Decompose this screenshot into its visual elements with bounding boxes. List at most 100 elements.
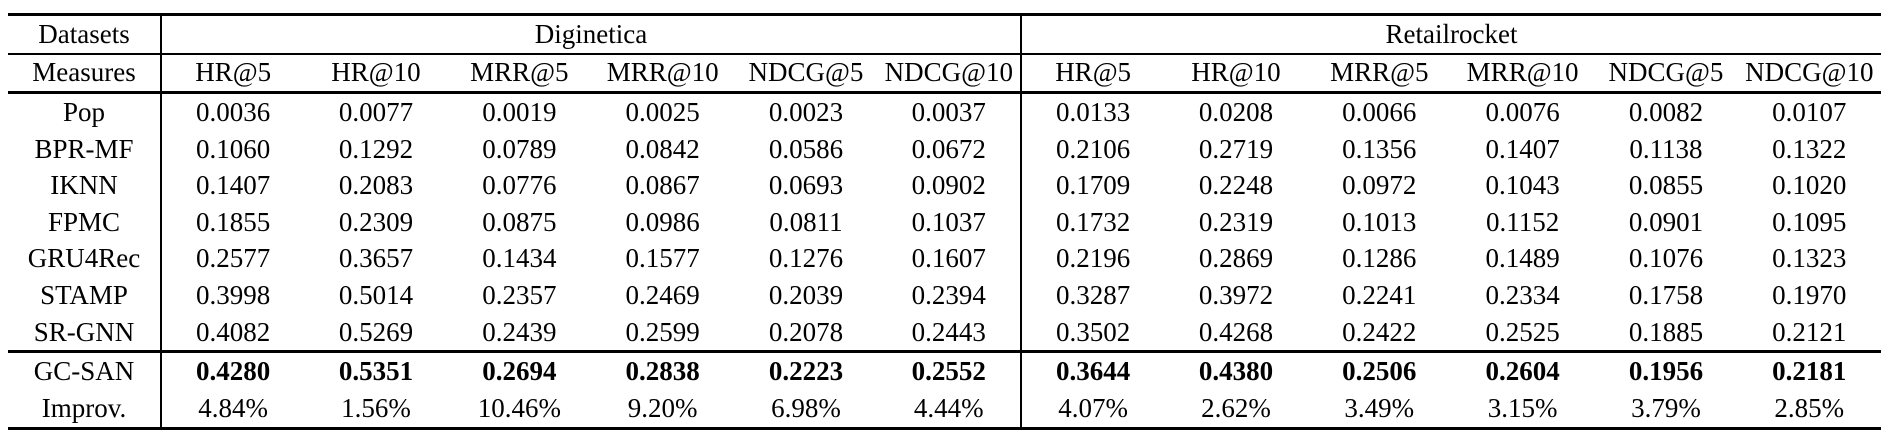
value-cell-bpr-mf-retailrocket-mrr10: 0.1407 <box>1485 133 1560 164</box>
value-cell-pop-diginetica-ndcg5: 0.0023 <box>768 96 844 127</box>
value-cell-sr-gnn-retailrocket-ndcg5: 0.1885 <box>1628 316 1704 347</box>
value-cell-fpmc-retailrocket-mrr5: 0.1013 <box>1342 206 1417 237</box>
value-cell-iknn-diginetica-mrr5: 0.0776 <box>482 170 557 201</box>
value-cell-iknn-retailrocket-mrr10: 0.1043 <box>1485 170 1560 201</box>
table-row-pop: Pop 0.0036 0.0077 0.0019 0.0025 0.0023 0.0037 0… <box>8 92 1881 131</box>
value-cell-iknn-diginetica-mrr10: 0.0867 <box>625 170 700 201</box>
measure-header-diginetica-hr5: HR@5 <box>161 53 305 95</box>
value-cell-stamp-diginetica-ndcg10: 0.2394 <box>911 279 986 310</box>
row-label-gru4rec: GRU4Rec <box>8 240 162 278</box>
row-label-sr-gnn: SR-GNN <box>8 313 162 352</box>
value-cell-improv-diginetica-ndcg5: 6.98% <box>771 392 841 423</box>
value-cell-sr-gnn-retailrocket-mrr10: 0.2525 <box>1485 316 1560 347</box>
value-cell-gru4rec-retailrocket-ndcg10: 0.1323 <box>1772 243 1847 274</box>
value-cell-fpmc-diginetica-hr5: 0.1855 <box>196 206 271 237</box>
value-cell-sr-gnn-retailrocket-hr10: 0.4268 <box>1198 316 1274 347</box>
value-cell-gru4rec-retailrocket-hr5: 0.2196 <box>1019 240 1165 278</box>
measures-corner-label: Measures <box>8 53 162 95</box>
value-cell-sr-gnn-diginetica-ndcg5: 0.2078 <box>768 316 844 347</box>
measure-header-retailrocket-ndcg5: NDCG@5 <box>1594 53 1738 95</box>
value-cell-bpr-mf-diginetica-ndcg5: 0.0586 <box>768 133 844 164</box>
value-cell-pop-retailrocket-ndcg10: 0.0107 <box>1772 96 1847 127</box>
table-row-improv: Improv. 4.84% 1.56% 10.46% 9.20% 6.98% 4.44% 4.… <box>8 389 1881 429</box>
value-cell-iknn-retailrocket-mrr5: 0.0972 <box>1342 170 1417 201</box>
measures-header-row: Measures HR@5 HR@10 MRR@5 MRR@10 NDCG@5 NDCG@… <box>8 53 1881 95</box>
value-cell-stamp-retailrocket-mrr10: 0.2334 <box>1485 279 1560 310</box>
value-cell-bpr-mf-diginetica-hr5: 0.1060 <box>196 133 271 164</box>
value-cell-bpr-mf-diginetica-hr10: 0.1292 <box>338 133 414 164</box>
value-cell-improv-diginetica-hr10: 1.56% <box>341 392 411 423</box>
value-cell-pop-retailrocket-mrr5: 0.0066 <box>1342 96 1417 127</box>
value-cell-stamp-retailrocket-hr10: 0.3972 <box>1198 279 1274 310</box>
value-cell-gc-san-retailrocket-hr10: 0.4380 <box>1164 350 1308 390</box>
value-cell-iknn-diginetica-hr10: 0.2083 <box>338 170 414 201</box>
table-row-sr-gnn: SR-GNN 0.4082 0.5269 0.2439 0.2599 0.2078 0.24… <box>8 313 1881 352</box>
value-cell-gc-san-diginetica-ndcg5: 0.2223 <box>734 350 878 390</box>
value-cell-stamp-diginetica-hr10: 0.5014 <box>338 279 414 310</box>
value-cell-improv-diginetica-ndcg10: 4.44% <box>913 392 984 423</box>
value-cell-gc-san-retailrocket-mrr10: 0.2604 <box>1450 350 1595 390</box>
value-cell-gru4rec-retailrocket-mrr5: 0.1286 <box>1342 243 1417 274</box>
value-cell-pop-retailrocket-ndcg5: 0.0082 <box>1628 96 1704 127</box>
value-cell-iknn-retailrocket-ndcg10: 0.1020 <box>1772 170 1847 201</box>
value-cell-gc-san-diginetica-hr10: 0.5351 <box>304 350 448 390</box>
value-cell-gru4rec-diginetica-mrr5: 0.1434 <box>482 243 557 274</box>
table-row-gc-san: GC-SAN 0.4280 0.5351 0.2694 0.2838 0.2223 0.25… <box>8 350 1881 390</box>
value-cell-bpr-mf-retailrocket-hr10: 0.2719 <box>1198 133 1274 164</box>
value-cell-sr-gnn-retailrocket-ndcg10: 0.2121 <box>1772 316 1847 347</box>
value-cell-improv-retailrocket-ndcg5: 3.79% <box>1631 392 1701 423</box>
value-cell-bpr-mf-diginetica-mrr5: 0.0789 <box>482 133 557 164</box>
value-cell-iknn-retailrocket-hr10: 0.2248 <box>1198 170 1274 201</box>
value-cell-stamp-diginetica-ndcg5: 0.2039 <box>768 279 844 310</box>
value-cell-bpr-mf-diginetica-mrr10: 0.0842 <box>625 133 700 164</box>
datasets-corner-label: Datasets <box>8 14 162 55</box>
value-cell-fpmc-retailrocket-hr5: 0.1732 <box>1019 203 1165 241</box>
value-cell-improv-retailrocket-ndcg10: 2.85% <box>1774 392 1845 423</box>
value-cell-iknn-diginetica-hr5: 0.1407 <box>196 170 271 201</box>
row-label-stamp: STAMP <box>8 277 162 314</box>
value-cell-fpmc-retailrocket-ndcg5: 0.0901 <box>1628 206 1704 237</box>
group-header-diginetica: Diginetica <box>161 14 1021 55</box>
value-cell-gc-san-diginetica-hr5: 0.4280 <box>161 350 305 390</box>
value-cell-pop-diginetica-mrr5: 0.0019 <box>482 96 557 127</box>
value-cell-improv-retailrocket-hr5: 4.07% <box>1019 389 1165 429</box>
value-cell-iknn-diginetica-ndcg10: 0.0902 <box>911 170 986 201</box>
value-cell-improv-retailrocket-mrr10: 3.15% <box>1487 392 1558 423</box>
value-cell-sr-gnn-diginetica-ndcg10: 0.2443 <box>911 316 986 347</box>
measure-header-diginetica-ndcg5: NDCG@5 <box>734 53 878 95</box>
value-cell-iknn-diginetica-ndcg5: 0.0693 <box>768 170 844 201</box>
value-cell-fpmc-diginetica-mrr5: 0.0875 <box>482 206 557 237</box>
value-cell-iknn-retailrocket-hr5: 0.1709 <box>1019 167 1165 204</box>
value-cell-bpr-mf-retailrocket-ndcg5: 0.1138 <box>1629 133 1703 164</box>
value-cell-gc-san-retailrocket-ndcg10: 0.2181 <box>1737 350 1881 390</box>
row-label-fpmc: FPMC <box>8 203 162 241</box>
value-cell-stamp-diginetica-mrr10: 0.2469 <box>625 279 700 310</box>
value-cell-pop-retailrocket-hr10: 0.0208 <box>1198 96 1274 127</box>
value-cell-sr-gnn-diginetica-hr5: 0.4082 <box>196 316 271 347</box>
value-cell-bpr-mf-diginetica-ndcg10: 0.0672 <box>911 133 986 164</box>
value-cell-fpmc-retailrocket-hr10: 0.2319 <box>1198 206 1274 237</box>
value-cell-gru4rec-retailrocket-mrr10: 0.1489 <box>1485 243 1560 274</box>
value-cell-gru4rec-diginetica-ndcg10: 0.1607 <box>911 243 986 274</box>
value-cell-fpmc-retailrocket-mrr10: 0.1152 <box>1485 206 1560 237</box>
value-cell-bpr-mf-retailrocket-ndcg10: 0.1322 <box>1772 133 1847 164</box>
value-cell-gru4rec-retailrocket-hr10: 0.2869 <box>1198 243 1274 274</box>
value-cell-improv-diginetica-mrr10: 9.20% <box>627 392 698 423</box>
value-cell-pop-diginetica-ndcg10: 0.0037 <box>911 96 986 127</box>
value-cell-iknn-retailrocket-ndcg5: 0.0855 <box>1628 170 1704 201</box>
value-cell-pop-retailrocket-hr5: 0.0133 <box>1019 92 1165 131</box>
measure-header-diginetica-mrr5: MRR@5 <box>447 53 591 95</box>
value-cell-gc-san-retailrocket-ndcg5: 0.1956 <box>1594 350 1738 390</box>
value-cell-gru4rec-diginetica-hr5: 0.2577 <box>196 243 271 274</box>
value-cell-improv-retailrocket-hr10: 2.62% <box>1201 392 1271 423</box>
value-cell-gc-san-retailrocket-mrr5: 0.2506 <box>1307 350 1451 390</box>
value-cell-sr-gnn-retailrocket-mrr5: 0.2422 <box>1342 316 1417 347</box>
value-cell-stamp-retailrocket-hr5: 0.3287 <box>1019 277 1165 314</box>
table-row-fpmc: FPMC 0.1855 0.2309 0.0875 0.0986 0.0811 0.1037… <box>8 203 1881 241</box>
measure-header-diginetica-hr10: HR@10 <box>304 53 448 95</box>
row-label-improv: Improv. <box>8 389 162 429</box>
value-cell-gc-san-diginetica-mrr10: 0.2838 <box>590 350 735 390</box>
value-cell-stamp-retailrocket-mrr5: 0.2241 <box>1342 279 1417 310</box>
measure-header-diginetica-mrr10: MRR@10 <box>590 53 735 95</box>
results-table: Datasets Diginetica Retailrocket Measure… <box>8 13 1881 430</box>
